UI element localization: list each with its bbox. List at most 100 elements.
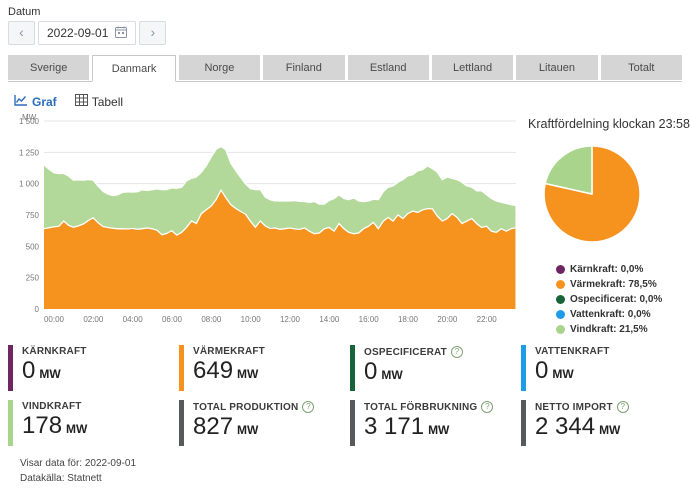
card-varmekraft: VÄRMEKRAFT 649 MW <box>179 345 340 391</box>
tab-totalt[interactable]: Totalt <box>601 55 682 80</box>
card-total-forbrukning: TOTAL FÖRBRUKNING? 3 171 MW <box>350 400 511 446</box>
card-unit: MW <box>66 422 87 436</box>
pie-section: Kraftfördelning klockan 23:58 Kärnkraft:… <box>526 111 688 339</box>
tab-danmark[interactable]: Danmark <box>92 55 175 82</box>
svg-text:08:00: 08:00 <box>201 315 222 324</box>
card-unit: MW <box>599 423 620 437</box>
line-chart-icon <box>14 94 28 109</box>
svg-text:1 000: 1 000 <box>19 180 40 189</box>
pie-title: Kraftfördelning klockan 23:58 <box>528 117 688 131</box>
card-unit: MW <box>381 368 402 382</box>
card-total-produktion: TOTAL PRODUKTION? 827 MW <box>179 400 340 446</box>
card-label: VÄRMEKRAFT <box>193 346 265 357</box>
datum-label: Datum <box>8 6 682 18</box>
card-karnkraft: KÄRNKRAFT 0 MW <box>8 345 169 391</box>
card-ospecificerat: OSPECIFICERAT? 0 MW <box>350 345 511 391</box>
table-icon <box>75 94 88 109</box>
card-vindkraft: VINDKRAFT 178 MW <box>8 400 169 446</box>
card-unit: MW <box>237 367 258 381</box>
card-value: 0 <box>535 357 548 384</box>
view-toggle: Graf Tabell <box>14 94 682 109</box>
y-axis-unit-label: MW <box>22 113 36 122</box>
svg-text:02:00: 02:00 <box>83 315 104 324</box>
card-value: 178 <box>22 412 62 439</box>
svg-text:16:00: 16:00 <box>359 315 380 324</box>
legend-item-karnkraft: Kärnkraft: 0,0% <box>556 264 688 275</box>
pie-legend: Kärnkraft: 0,0% Värmekraft: 78,5% Ospeci… <box>556 264 688 335</box>
svg-text:04:00: 04:00 <box>123 315 144 324</box>
help-icon[interactable]: ? <box>302 401 314 413</box>
dashboard-page: Datum ‹ 2022-09-01 › Sverige Danmark Nor… <box>0 0 690 486</box>
legend-dot <box>556 265 565 274</box>
help-icon[interactable]: ? <box>481 401 493 413</box>
svg-text:20:00: 20:00 <box>437 315 458 324</box>
legend-dot <box>556 325 565 334</box>
card-label: KÄRNKRAFT <box>22 346 87 357</box>
card-value: 0 <box>364 358 377 385</box>
card-unit: MW <box>428 423 449 437</box>
legend-item-varmekraft: Värmekraft: 78,5% <box>556 279 688 290</box>
card-value: 0 <box>22 357 35 384</box>
svg-text:22:00: 22:00 <box>477 315 498 324</box>
tab-estland[interactable]: Estland <box>348 55 429 80</box>
date-navigator: ‹ 2022-09-01 › <box>8 21 682 45</box>
svg-text:0: 0 <box>35 305 40 314</box>
tabell-label: Tabell <box>92 95 123 109</box>
tab-lettland[interactable]: Lettland <box>432 55 513 80</box>
footer-source-line: Datakälla: Statnett <box>20 471 682 486</box>
next-date-button[interactable]: › <box>139 21 166 45</box>
svg-text:00:00: 00:00 <box>44 315 65 324</box>
main-content: MW 02505007501 0001 2501 50000:0002:0004… <box>8 111 682 339</box>
svg-text:06:00: 06:00 <box>162 315 183 324</box>
card-value: 827 <box>193 413 233 440</box>
svg-text:1 250: 1 250 <box>19 148 40 157</box>
footer: Visar data för: 2022-09-01 Datakälla: St… <box>20 456 682 486</box>
help-icon[interactable]: ? <box>451 346 463 358</box>
tab-litauen[interactable]: Litauen <box>516 55 597 80</box>
area-chart: MW 02505007501 0001 2501 50000:0002:0004… <box>8 111 526 339</box>
tab-norge[interactable]: Norge <box>179 55 260 80</box>
legend-dot <box>556 310 565 319</box>
pie-chart-svg[interactable] <box>532 135 652 253</box>
card-label: VINDKRAFT <box>22 401 82 412</box>
svg-text:18:00: 18:00 <box>398 315 419 324</box>
card-value: 2 344 <box>535 413 595 440</box>
legend-item-vindkraft: Vindkraft: 21,5% <box>556 324 688 335</box>
card-vattenkraft: VATTENKRAFT 0 MW <box>521 345 682 391</box>
tab-sverige[interactable]: Sverige <box>8 55 89 80</box>
svg-text:250: 250 <box>26 274 40 283</box>
date-input[interactable]: 2022-09-01 <box>38 21 136 45</box>
tabell-toggle[interactable]: Tabell <box>75 94 123 109</box>
card-value: 649 <box>193 357 233 384</box>
help-icon[interactable]: ? <box>617 401 629 413</box>
card-unit: MW <box>237 423 258 437</box>
legend-dot <box>556 295 565 304</box>
graf-toggle[interactable]: Graf <box>14 94 57 109</box>
card-netto-import: NETTO IMPORT? 2 344 MW <box>521 400 682 446</box>
svg-text:14:00: 14:00 <box>319 315 340 324</box>
calendar-icon[interactable] <box>115 26 127 41</box>
footer-date-line: Visar data för: 2022-09-01 <box>20 456 682 471</box>
card-unit: MW <box>552 367 573 381</box>
area-chart-svg[interactable]: 02505007501 0001 2501 50000:0002:0004:00… <box>8 111 526 333</box>
card-value: 3 171 <box>364 413 424 440</box>
legend-dot <box>556 280 565 289</box>
card-label: VATTENKRAFT <box>535 346 610 357</box>
card-label: NETTO IMPORT <box>535 402 613 413</box>
svg-text:500: 500 <box>26 242 40 251</box>
tab-finland[interactable]: Finland <box>263 55 344 80</box>
svg-text:10:00: 10:00 <box>241 315 262 324</box>
graf-label: Graf <box>32 95 57 109</box>
prev-date-button[interactable]: ‹ <box>8 21 35 45</box>
legend-item-vattenkraft: Vattenkraft: 0,0% <box>556 309 688 320</box>
stat-cards: KÄRNKRAFT 0 MW VÄRMEKRAFT 649 MW OSPECIFIC… <box>8 345 682 446</box>
date-value: 2022-09-01 <box>47 26 108 40</box>
svg-text:12:00: 12:00 <box>280 315 301 324</box>
country-tabs: Sverige Danmark Norge Finland Estland Le… <box>8 55 682 82</box>
card-label: OSPECIFICERAT <box>364 347 447 358</box>
card-label: TOTAL FÖRBRUKNING <box>364 402 477 413</box>
legend-item-ospecificerat: Ospecificerat: 0,0% <box>556 294 688 305</box>
card-label: TOTAL PRODUKTION <box>193 402 298 413</box>
svg-text:750: 750 <box>26 211 40 220</box>
card-unit: MW <box>39 367 60 381</box>
